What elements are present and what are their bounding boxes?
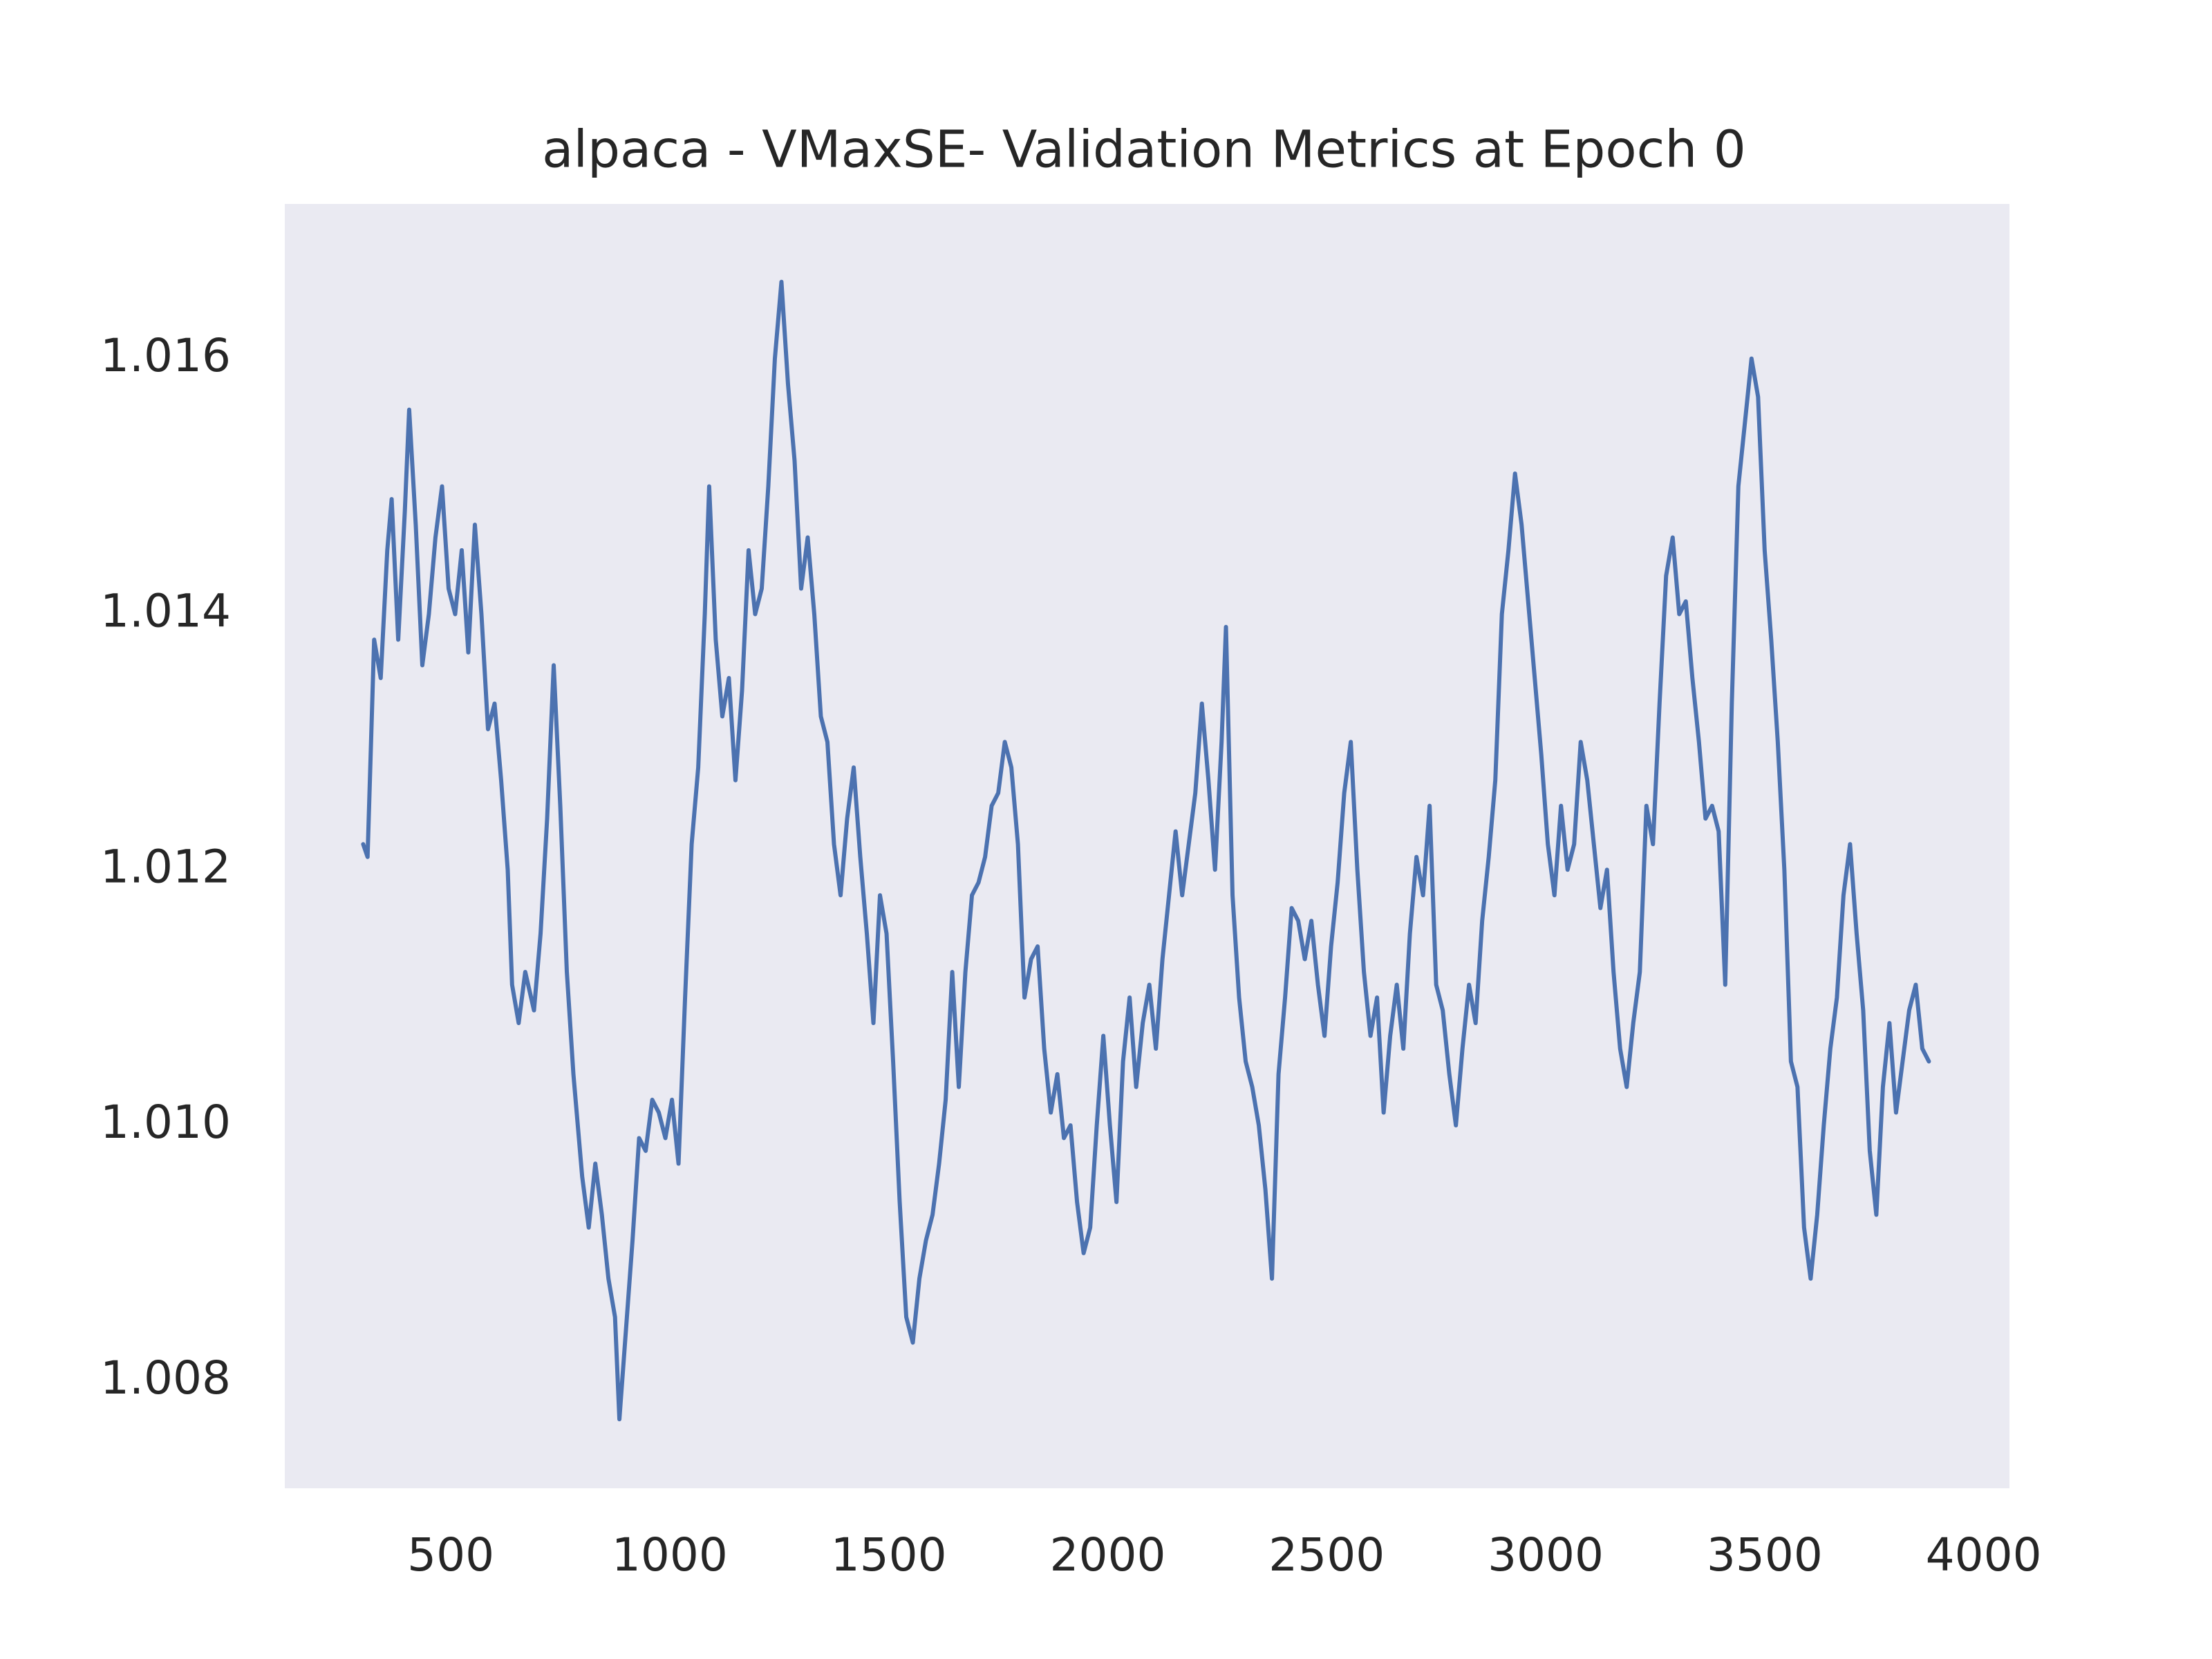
x-tick-label: 500 — [407, 1528, 494, 1582]
y-tick-label: 1.016 — [100, 329, 231, 382]
plot-area — [285, 204, 2009, 1488]
chart-title: alpaca - VMaxSE- Validation Metrics at E… — [542, 120, 1746, 180]
x-tick-label: 4000 — [1926, 1528, 2042, 1582]
data-line — [361, 279, 1931, 1422]
x-tick-label: 3000 — [1488, 1528, 1604, 1582]
x-tick-label: 2000 — [1049, 1528, 1165, 1582]
y-tick-label: 1.012 — [100, 840, 231, 893]
y-tick-label: 1.008 — [100, 1351, 231, 1405]
x-tick-label: 1500 — [831, 1528, 947, 1582]
y-tick-label: 1.014 — [100, 585, 231, 638]
x-tick-label: 3500 — [1707, 1528, 1823, 1582]
x-tick-label: 2500 — [1268, 1528, 1385, 1582]
y-tick-label: 1.010 — [100, 1096, 231, 1149]
x-tick-label: 1000 — [612, 1528, 728, 1582]
